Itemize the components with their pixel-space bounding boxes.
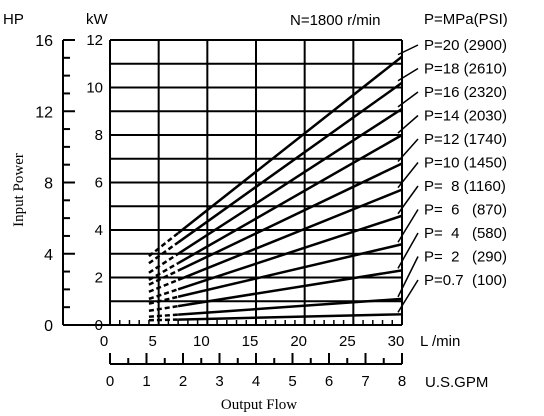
kw-tick-label: 2	[95, 270, 103, 287]
kw-tick-label: 8	[95, 127, 103, 144]
series-leader	[397, 256, 419, 298]
series-label: P=18 (2610)	[424, 61, 507, 78]
lpm-tick-label: 20	[290, 333, 307, 350]
series-lines	[148, 44, 419, 322]
x-axis-gpm-unit: U.S.GPM	[425, 374, 488, 391]
series-label: P=14 (2030)	[424, 108, 507, 125]
series-line-dashed	[148, 252, 179, 274]
gpm-tick-label: 0	[106, 373, 114, 390]
gpm-tick-label: 7	[361, 373, 369, 390]
series-leader	[397, 185, 419, 215]
gpm-tick-label: 5	[288, 373, 296, 390]
series-line	[178, 297, 403, 316]
kw-tick-label: 4	[95, 222, 103, 239]
series-line	[177, 188, 403, 282]
hp-tick-label: 0	[44, 318, 53, 335]
series-line	[177, 55, 403, 235]
lpm-tick-label: 30	[388, 333, 405, 350]
lpm-tick-label: 0	[100, 333, 108, 350]
series-line	[177, 269, 403, 308]
grid	[110, 39, 403, 325]
series-line	[177, 162, 403, 272]
lpm-tick-label: 25	[339, 333, 356, 350]
y-axis-title: Input Power	[11, 153, 27, 227]
series-line-dashed	[148, 269, 179, 286]
gpm-tick-label: 3	[215, 373, 223, 390]
series-leader	[397, 209, 419, 243]
series-line-dashed	[148, 304, 179, 312]
series-label: P= 6 (870)	[424, 202, 507, 219]
gpm-tick-label: 8	[398, 373, 406, 390]
series-label: P= 2 (290)	[424, 249, 507, 266]
gpm-tick-label: 6	[325, 373, 333, 390]
series-line	[178, 313, 403, 321]
gpm-tick-label: 2	[179, 373, 187, 390]
legend-header: P=MPa(PSI)	[424, 11, 508, 28]
series-label: P=16 (2320)	[424, 84, 507, 101]
series-leader	[397, 44, 419, 56]
series-leader	[397, 91, 419, 108]
x-axis-lpm-unit: L /min	[420, 333, 460, 350]
series-line-dashed	[148, 295, 179, 305]
gpm-tick-label: 4	[252, 373, 260, 390]
series-line-dashed	[148, 262, 179, 281]
series-label: P= 4 (580)	[424, 225, 507, 242]
kw-tick-label: 10	[86, 80, 103, 97]
x-axis-title: Output Flow	[221, 397, 297, 413]
kw-tick-label: 12	[86, 32, 103, 49]
series-leader	[397, 114, 419, 134]
lpm-tick-label: 15	[242, 333, 259, 350]
series-leader	[397, 67, 419, 82]
series-line	[177, 214, 403, 291]
series-leader	[397, 232, 419, 269]
axes	[62, 39, 403, 365]
series-label: P=20 (2900)	[424, 37, 507, 54]
series-line	[177, 243, 403, 298]
condition-label: N=1800 r/min	[290, 12, 380, 29]
series-label: P=10 (1450)	[424, 155, 507, 172]
series-label: P= 8 (1160)	[424, 178, 506, 195]
series-label: P=12 (1740)	[424, 131, 507, 148]
series-line-dashed	[148, 288, 179, 301]
series-leader	[397, 279, 419, 313]
labels: N=1800 r/min P=MPa(PSI) HP kW L /min U.S…	[3, 11, 508, 413]
hp-tick-label: 12	[35, 104, 53, 121]
series-line	[177, 81, 403, 244]
series-leader	[397, 162, 419, 189]
series-line-dashed	[148, 278, 179, 293]
hp-tick-label: 4	[44, 247, 53, 264]
hp-tick-label: 16	[35, 33, 53, 50]
series-line-dashed	[148, 232, 179, 258]
y-axis-kw-unit: kW	[86, 11, 109, 28]
kw-tick-label: 6	[95, 175, 103, 192]
series-leader	[397, 138, 419, 162]
lpm-tick-label: 10	[193, 333, 210, 350]
y-axis-hp-unit: HP	[3, 11, 24, 28]
hp-tick-label: 8	[44, 176, 53, 193]
series-line-dashed	[148, 313, 179, 318]
series-line	[177, 133, 403, 265]
series-line	[177, 107, 403, 255]
gpm-tick-label: 1	[142, 373, 150, 390]
series-label: P=0.7 (100)	[424, 272, 507, 289]
series-line-dashed	[148, 241, 179, 265]
series-line-dashed	[148, 318, 179, 322]
kw-tick-label: 0	[95, 317, 103, 334]
lpm-tick-label: 5	[148, 333, 156, 350]
